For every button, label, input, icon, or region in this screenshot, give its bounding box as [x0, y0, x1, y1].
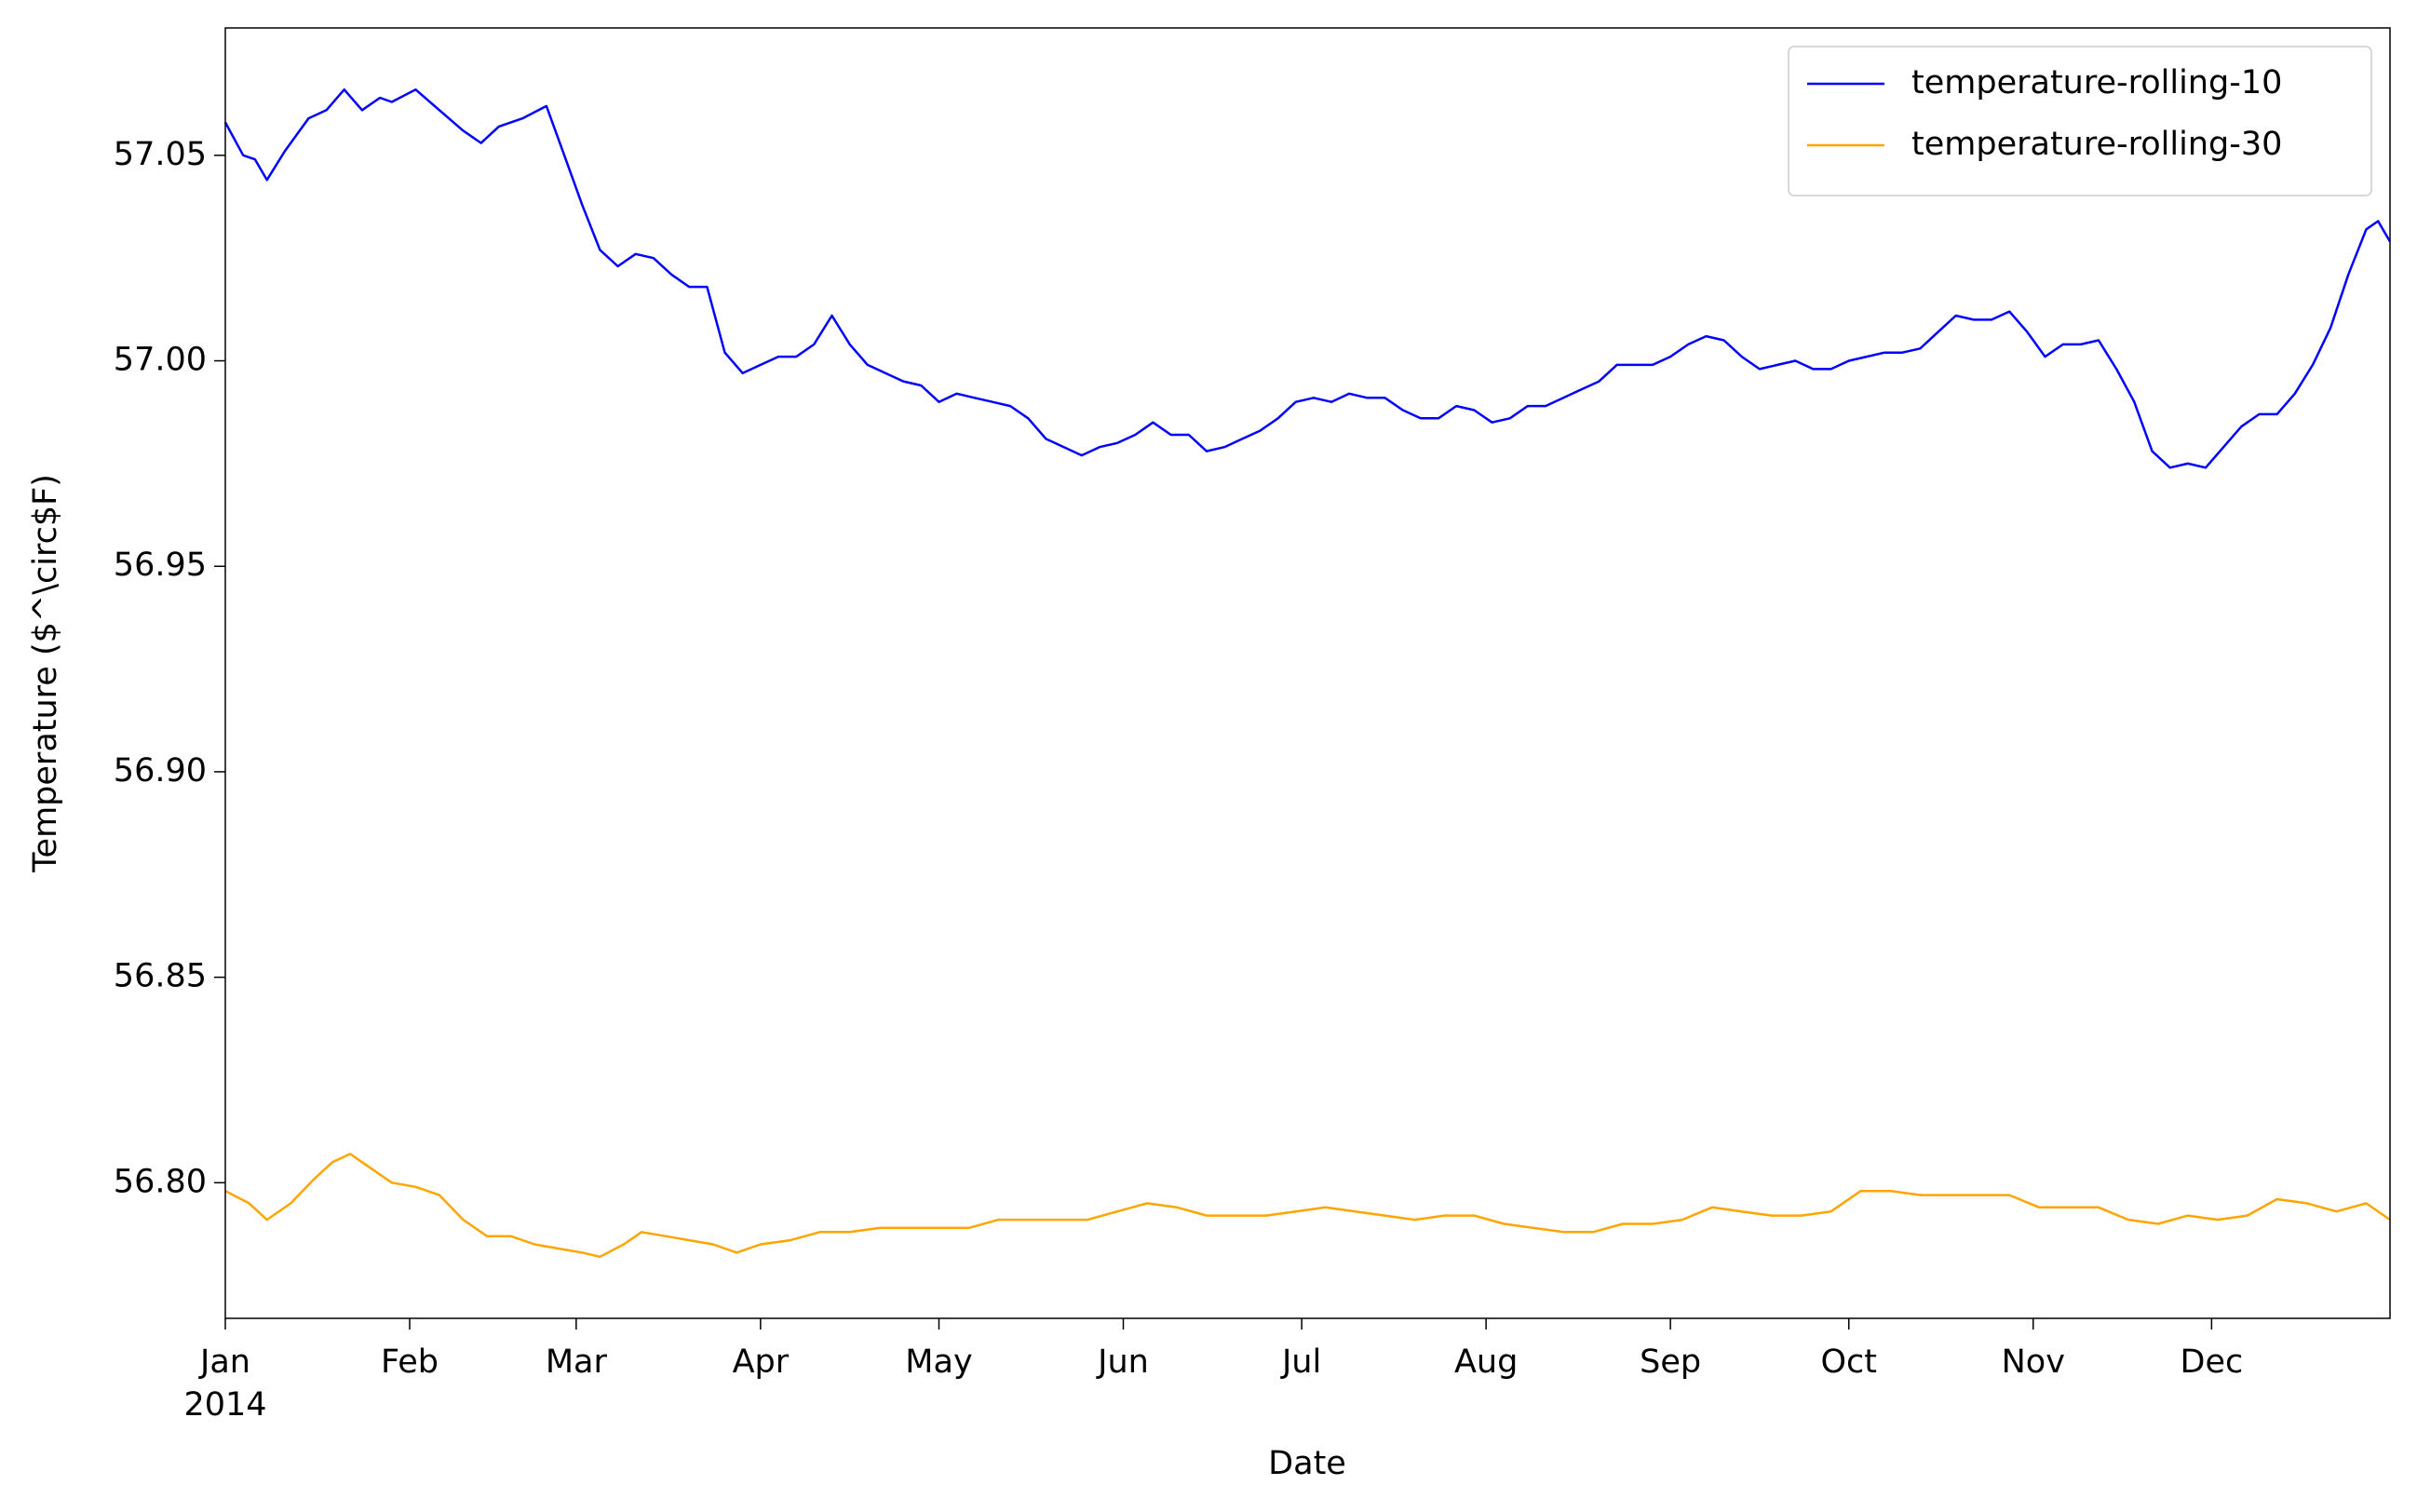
x-tick-label: Feb — [381, 1343, 439, 1381]
y-tick-label: 56.90 — [114, 752, 207, 790]
line-series — [223, 88, 2392, 469]
x-tick-label: Apr — [733, 1343, 790, 1381]
y-tick-label: 56.80 — [114, 1163, 207, 1200]
x-tick-label: Jun — [1096, 1343, 1149, 1381]
x-tick-label: Nov — [2002, 1343, 2065, 1381]
line-series — [224, 1153, 2391, 1259]
x-tick-label: Mar — [546, 1343, 608, 1381]
y-tick-label: 57.05 — [114, 136, 207, 173]
x-tick-label: Jul — [1280, 1343, 1321, 1381]
x-tick-label: Sep — [1640, 1343, 1701, 1381]
x-tick-label: May — [905, 1343, 972, 1381]
x-tick-label: Dec — [2181, 1343, 2244, 1381]
y-tick-label: 56.85 — [114, 958, 207, 995]
plot-frame — [224, 27, 2391, 1319]
legend-label: temperature-rolling-30 — [1911, 126, 2282, 163]
y-tick-label: 56.95 — [114, 547, 207, 584]
x-tick-label: Oct — [1820, 1343, 1877, 1381]
legend-label: temperature-rolling-10 — [1911, 64, 2282, 101]
x-tick-label: Aug — [1454, 1343, 1518, 1381]
x-axis-label: Date — [1268, 1445, 1346, 1482]
legend-box — [1788, 46, 2372, 196]
x-tick-sublabel: 2014 — [183, 1386, 266, 1424]
y-axis-label: Temperature ($^\circ$F) — [27, 474, 64, 873]
x-tick-label: Jan — [198, 1343, 250, 1381]
y-tick-label: 57.00 — [114, 342, 207, 379]
